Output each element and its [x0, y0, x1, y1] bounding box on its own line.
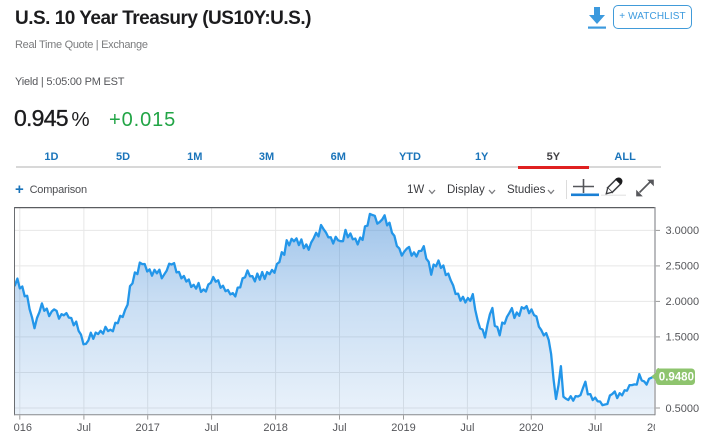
svg-text:Jul: Jul — [332, 422, 346, 434]
svg-text:2.5000: 2.5000 — [666, 261, 700, 273]
svg-text:Jul: Jul — [460, 422, 474, 434]
svg-text:1.5000: 1.5000 — [666, 332, 700, 344]
svg-text:Jul: Jul — [588, 422, 602, 434]
svg-text:2021: 2021 — [647, 422, 671, 434]
svg-text:3.0000: 3.0000 — [666, 225, 700, 237]
svg-text:2.0000: 2.0000 — [666, 296, 700, 308]
svg-text:2016: 2016 — [8, 422, 32, 434]
svg-text:2019: 2019 — [391, 422, 415, 434]
svg-text:2018: 2018 — [263, 422, 287, 434]
svg-text:0.5000: 0.5000 — [666, 403, 700, 415]
svg-text:0.9480: 0.9480 — [659, 372, 694, 384]
svg-text:Jul: Jul — [77, 422, 91, 434]
svg-text:2020: 2020 — [519, 422, 543, 434]
svg-text:2017: 2017 — [135, 422, 159, 434]
svg-text:Jul: Jul — [205, 422, 219, 434]
